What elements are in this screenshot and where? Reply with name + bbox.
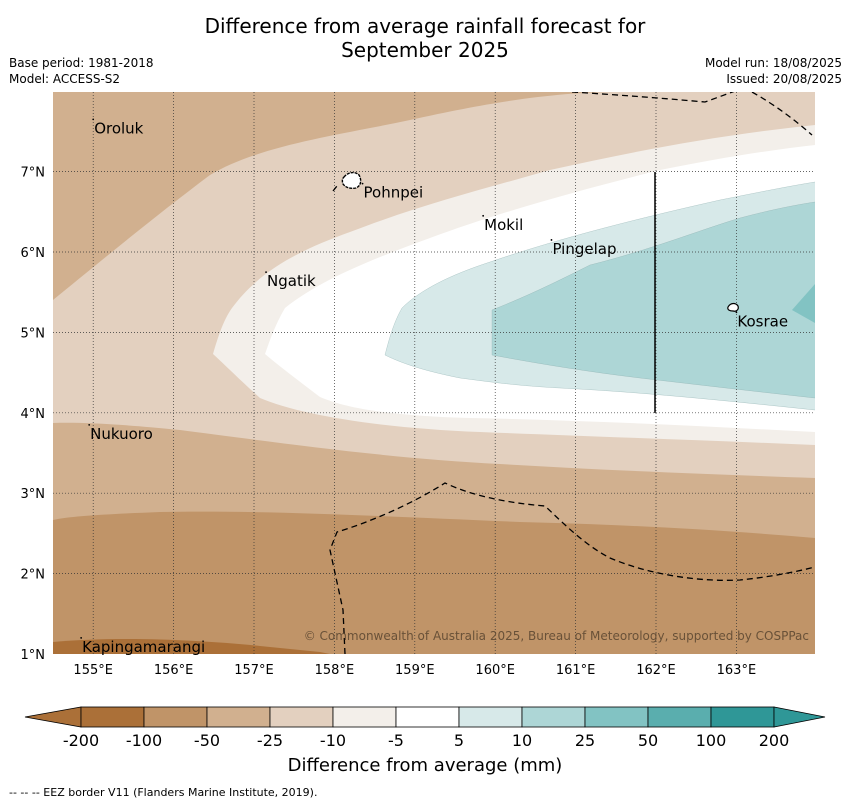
place-kapingamarangi: Kapingamarangi [80, 637, 205, 656]
place-label: Nukuoro [90, 425, 153, 443]
colorbar [25, 707, 825, 727]
place-oroluk: Oroluk [92, 118, 143, 137]
x-tick-label: 156°E [154, 663, 194, 678]
colorbar-tick-label: -200 [63, 731, 99, 750]
y-tick-label: 4°N [21, 407, 46, 422]
colorbar-tick-label: -25 [257, 731, 283, 750]
x-tick-label: 161°E [556, 663, 596, 678]
y-tick-label: 6°N [21, 246, 46, 261]
place-label: Kapingamarangi [82, 638, 205, 656]
colorbar-arrow-right [774, 707, 825, 727]
colorbar-title: Difference from average (mm) [0, 755, 850, 776]
place-mokil: Mokil [482, 215, 523, 234]
place-label: Ngatik [267, 272, 316, 290]
y-tick-label: 3°N [21, 487, 46, 502]
colorbar-tick-label: -10 [320, 731, 346, 750]
x-axis-labels: 155°E 156°E 157°E 158°E 159°E 160°E 161°E 162°E… [73, 663, 756, 678]
colorbar-tick-label: -50 [194, 731, 220, 750]
colorbar-segment [81, 707, 144, 727]
colorbar-tick-label: 50 [638, 731, 658, 750]
place-label: Pohnpei [364, 184, 424, 202]
colorbar-segment [522, 707, 585, 727]
copyright-text: © Commonwealth of Australia 2025, Bureau… [304, 629, 809, 643]
colorbar-segment [396, 707, 459, 727]
colorbar-tick-label: 10 [512, 731, 532, 750]
colorbar-tick-label: 200 [759, 731, 790, 750]
pohnpei-island [342, 173, 360, 189]
x-tick-label: 163°E [717, 663, 757, 678]
place-label: Oroluk [94, 119, 143, 137]
place-nukuoro: Nukuoro [88, 424, 153, 443]
colorbar-tick-label: -5 [388, 731, 404, 750]
x-tick-label: 162°E [636, 663, 676, 678]
x-tick-label: 158°E [315, 663, 355, 678]
y-tick-label: 2°N [21, 568, 46, 583]
rainfall-map: Oroluk Pohnpei Mokil Pingelap Ngatik Kosrae Nu… [0, 0, 850, 804]
kosrae-island [728, 304, 738, 312]
colorbar-tick-label: 5 [454, 731, 464, 750]
colorbar-tick-label: 25 [575, 731, 595, 750]
place-ngatik: Ngatik [265, 271, 316, 290]
colorbar-segment [585, 707, 648, 727]
x-tick-label: 155°E [73, 663, 113, 678]
colorbar-segment [207, 707, 270, 727]
place-label: Pingelap [552, 240, 616, 258]
colorbar-segment [648, 707, 711, 727]
contour-layer [53, 90, 815, 654]
colorbar-segment [333, 707, 396, 727]
colorbar-tick-label: 100 [696, 731, 727, 750]
x-tick-label: 159°E [395, 663, 435, 678]
place-kosrae: Kosrae [736, 311, 789, 330]
colorbar-arrow-left [25, 707, 81, 727]
colorbar-segment [144, 707, 207, 727]
x-tick-label: 160°E [475, 663, 515, 678]
place-label: Mokil [484, 216, 523, 234]
y-axis-labels: 7°N 6°N 5°N 4°N 3°N 2°N 1°N [21, 166, 46, 663]
x-tick-label: 157°E [234, 663, 274, 678]
y-tick-label: 7°N [21, 166, 46, 181]
y-tick-label: 5°N [21, 326, 46, 341]
colorbar-segment [270, 707, 333, 727]
eez-footnote: -- -- -- EEZ border V11 (Flanders Marine… [9, 786, 317, 799]
y-tick-label: 1°N [21, 648, 46, 663]
place-pohnpei: Pohnpei [362, 183, 424, 202]
colorbar-tick-label: -100 [126, 731, 162, 750]
place-pingelap: Pingelap [551, 239, 617, 258]
colorbar-segment [459, 707, 522, 727]
place-label: Kosrae [737, 312, 788, 330]
colorbar-segment [711, 707, 774, 727]
